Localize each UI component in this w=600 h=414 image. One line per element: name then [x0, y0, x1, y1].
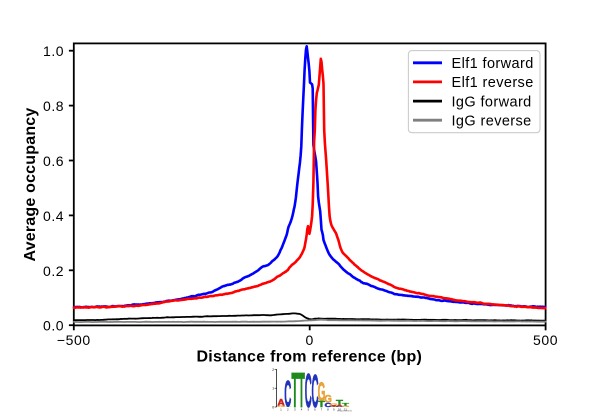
svg-text:C: C: [336, 406, 343, 407]
svg-text:5: 5: [308, 407, 310, 411]
svg-text:0.8: 0.8: [43, 98, 64, 114]
svg-text:weblogo.berkeley.edu: weblogo.berkeley.edu: [337, 409, 352, 412]
svg-text:Elf1 reverse: Elf1 reverse: [452, 75, 534, 91]
svg-text:IgG forward: IgG forward: [452, 94, 532, 110]
svg-text:A: A: [336, 405, 344, 407]
svg-text:T: T: [291, 363, 298, 414]
svg-text:6: 6: [314, 407, 316, 411]
svg-text:C: C: [284, 372, 291, 414]
svg-text:1: 1: [272, 387, 274, 391]
svg-text:1: 1: [280, 407, 282, 411]
svg-text:A: A: [330, 405, 338, 407]
svg-text:7: 7: [321, 407, 323, 411]
svg-text:T: T: [298, 363, 305, 414]
svg-text:C: C: [305, 365, 312, 414]
svg-text:G: G: [342, 406, 350, 408]
svg-text:9: 9: [333, 407, 335, 411]
svg-text:Elf1 forward: Elf1 forward: [452, 56, 534, 72]
svg-text:C: C: [311, 367, 318, 414]
svg-text:10: 10: [338, 407, 341, 411]
svg-text:11: 11: [344, 407, 347, 411]
svg-text:T: T: [342, 401, 350, 407]
svg-text:0.6: 0.6: [43, 153, 64, 169]
svg-text:Distance from reference (bp): Distance from reference (bp): [196, 348, 422, 365]
svg-text:0: 0: [306, 332, 314, 348]
svg-text:G: G: [277, 405, 285, 408]
svg-text:0.2: 0.2: [43, 263, 64, 279]
svg-text:T: T: [284, 406, 291, 407]
svg-text:G: G: [324, 393, 332, 406]
svg-text:IgG reverse: IgG reverse: [452, 113, 532, 129]
svg-text:−500: −500: [57, 332, 91, 348]
svg-text:0.4: 0.4: [43, 208, 64, 224]
svg-text:T: T: [336, 399, 343, 407]
svg-text:2: 2: [272, 368, 274, 372]
svg-text:T: T: [318, 400, 325, 409]
svg-text:4: 4: [301, 407, 303, 411]
svg-text:A: A: [277, 398, 284, 408]
svg-text:500: 500: [533, 332, 558, 348]
svg-text:0.0: 0.0: [43, 318, 64, 334]
svg-text:8: 8: [327, 407, 329, 411]
svg-text:2: 2: [287, 407, 289, 411]
svg-text:C: C: [324, 402, 331, 409]
svg-text:G: G: [318, 377, 326, 408]
svg-text:0: 0: [272, 406, 274, 410]
svg-text:T: T: [330, 406, 337, 407]
svg-text:Average occupancy: Average occupancy: [22, 108, 39, 262]
svg-text:3: 3: [294, 407, 296, 411]
svg-text:1.0: 1.0: [43, 43, 64, 59]
svg-text:G: G: [330, 403, 338, 406]
